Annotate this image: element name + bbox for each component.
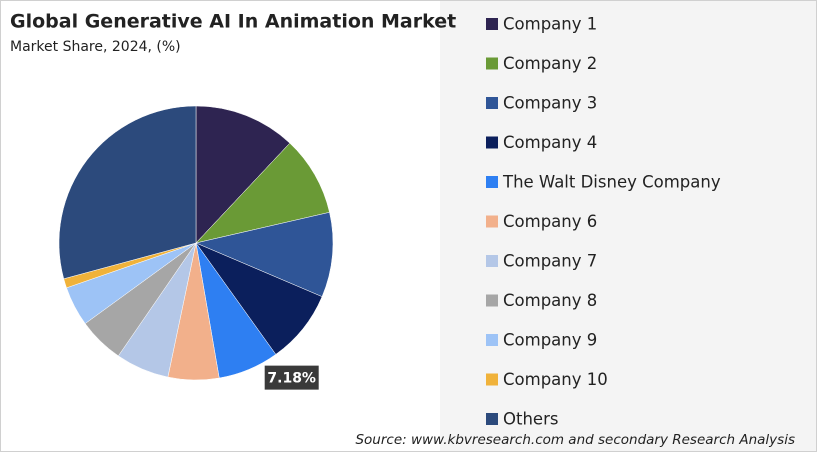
- legend-label: Company 6: [503, 212, 597, 231]
- legend-swatch: [486, 215, 498, 228]
- legend-label: Company 9: [503, 331, 597, 350]
- legend-label: Company 4: [503, 133, 597, 152]
- legend-label: Company 8: [503, 291, 597, 310]
- legend-swatch: [486, 294, 498, 307]
- legend-swatch: [486, 373, 498, 386]
- legend-swatch: [486, 97, 498, 109]
- pie-slice: [195, 142, 330, 244]
- legend-label: Company 7: [503, 252, 597, 271]
- legend-swatch: [486, 176, 498, 188]
- legend-label: Company 1: [503, 15, 597, 34]
- legend-label: The Walt Disney Company: [502, 173, 721, 192]
- legend-label: Company 2: [503, 54, 597, 73]
- legend-swatch: [486, 136, 498, 149]
- legend-panel: [440, 1, 816, 451]
- data-label-box: [264, 365, 319, 390]
- source-note: Source: www.kbvresearch.com and secondar…: [355, 432, 795, 448]
- legend-swatch: [486, 255, 498, 267]
- chart-title: Global Generative AI In Animation Market: [10, 11, 456, 33]
- legend-label: Company 3: [503, 94, 597, 113]
- legend-swatch: [486, 334, 498, 346]
- pie-slice: [195, 212, 334, 297]
- legend-label: Others: [503, 410, 558, 429]
- chart-subtitle: Market Share, 2024, (%): [10, 39, 181, 55]
- legend-swatch: [486, 57, 498, 70]
- legend-label: Company 10: [503, 370, 608, 389]
- data-label: 7.18%: [267, 371, 316, 387]
- pie-slice: [58, 105, 197, 280]
- legend-swatch: [486, 18, 498, 30]
- pie-slice: [195, 105, 291, 244]
- legend-swatch: [486, 413, 498, 425]
